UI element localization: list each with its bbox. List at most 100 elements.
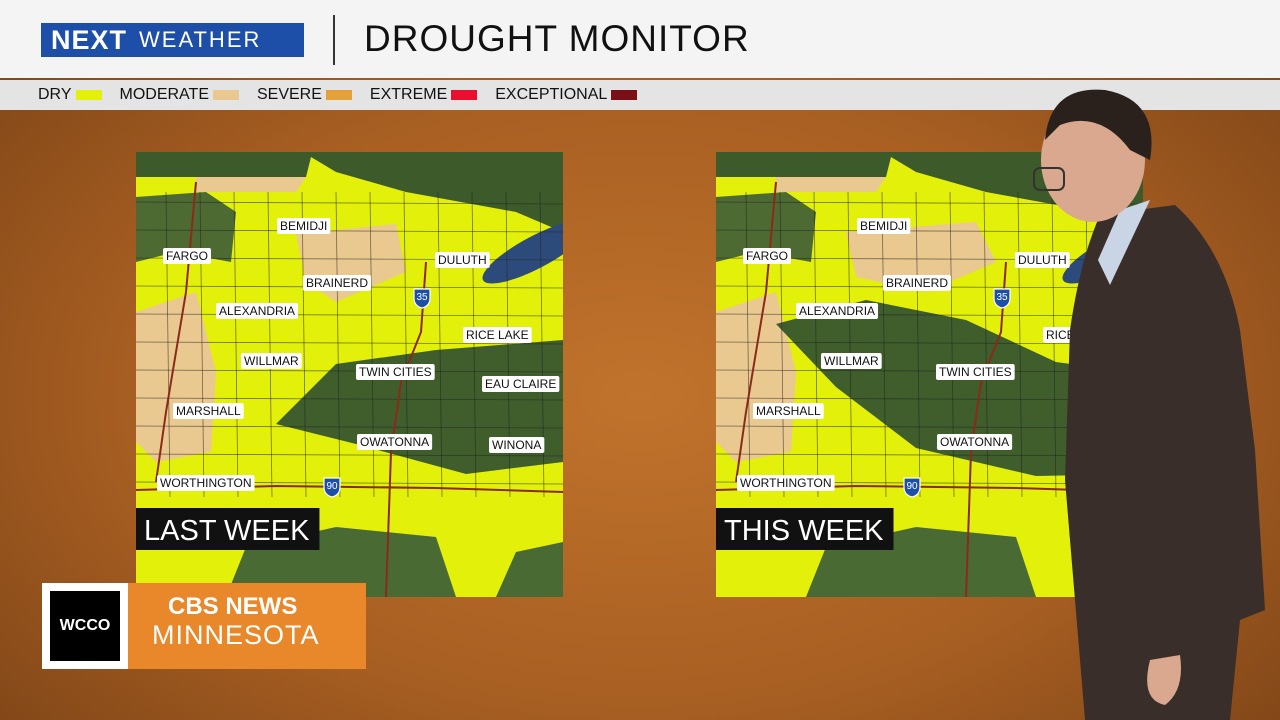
city-label: BEMIDJI: [280, 219, 327, 233]
city-label-bg: [435, 252, 490, 268]
city-label: BEMIDJI: [860, 219, 907, 233]
presenter-collar: [1098, 200, 1150, 285]
county-line: [136, 341, 563, 345]
city-label: BRAINERD: [306, 276, 368, 290]
highway: [965, 261, 1007, 597]
city-label-bg: [163, 248, 212, 264]
county-line: [779, 191, 785, 498]
county-line: [813, 191, 819, 498]
interstate-shield: [323, 477, 341, 498]
county-line: [136, 425, 563, 429]
city-label: MARSHALL: [756, 404, 821, 418]
region-name: MINNESOTA: [152, 620, 320, 650]
county-line: [881, 191, 887, 498]
legend-item: MODERATE: [120, 86, 239, 104]
city-label: ALEXANDRIA: [799, 304, 875, 318]
legend-swatch: [451, 90, 478, 100]
legend-label: SEVERE: [256, 86, 322, 103]
interstate-shield: [413, 288, 431, 309]
city-label: FARGO: [746, 249, 788, 263]
city-label: ALEXANDRIA: [219, 304, 295, 318]
presenter-hand: [1147, 655, 1181, 705]
city-label: DULUTH: [1018, 253, 1067, 267]
legend-swatch: [212, 90, 239, 100]
caption-bg: [136, 508, 320, 550]
legend-item: SEVERE: [257, 86, 352, 104]
city-label: OWATONNA: [940, 435, 1009, 449]
city-label-bg: [796, 303, 879, 319]
interstate-shield: [903, 477, 921, 498]
presenter-body: [1065, 205, 1265, 720]
county-line: [1051, 191, 1057, 498]
city-label-bg: [857, 218, 911, 234]
city-label-bg: [1015, 252, 1070, 268]
city-label-bg: [277, 218, 331, 234]
county-line: [716, 313, 1143, 317]
county-line: [437, 191, 443, 498]
legend-item: EXCEPTIONAL: [495, 86, 638, 104]
green-area: [716, 192, 816, 262]
city-label: BRAINERD: [886, 276, 948, 290]
city-label: TWIN CITIES: [359, 365, 432, 379]
legend-label: DRY: [38, 86, 72, 103]
county-line: [847, 191, 853, 498]
highway: [735, 181, 777, 483]
county-line: [136, 201, 563, 205]
city-label: WORTHINGTON: [160, 476, 252, 490]
city-label: RICE LAKE: [466, 328, 529, 342]
caption-bg: [716, 508, 894, 550]
separator: [333, 15, 335, 65]
city-label-bg: [937, 434, 1013, 450]
interstate-number: 35: [996, 292, 1008, 303]
county-line: [136, 369, 563, 373]
presenter-glasses: [1033, 167, 1065, 191]
legend-swatch: [75, 90, 102, 100]
city-label-bg: [241, 353, 302, 369]
station-logo: WCCO: [42, 583, 128, 669]
highway: [385, 261, 427, 597]
lake: [482, 220, 563, 284]
station-name: WCCO: [50, 591, 120, 661]
moderate-area: [776, 177, 886, 192]
highway: [155, 181, 197, 483]
city-label: OWATONNA: [360, 435, 429, 449]
moderate-area: [136, 292, 216, 462]
title: DROUGHT MONITOR: [364, 18, 750, 59]
green-area: [136, 192, 236, 262]
city-label-bg: [216, 303, 299, 319]
green-area: [496, 542, 563, 597]
city-label-bg: [489, 437, 545, 453]
brand-logo: NEXT WEATHER: [41, 23, 304, 57]
network-logo: CBS NEWS MINNESOTA: [128, 583, 366, 669]
interstate-shield: [993, 288, 1011, 309]
county-line: [1017, 191, 1023, 498]
county-line: [136, 229, 563, 233]
presenter: [1033, 89, 1265, 720]
city-label-bg: [737, 475, 835, 491]
map-caption: THIS WEEK: [724, 515, 884, 547]
county-line: [471, 191, 477, 498]
city-label-bg: [883, 275, 952, 291]
county-line: [136, 313, 563, 317]
city-label-bg: [303, 275, 372, 291]
city-label-bg: [357, 434, 433, 450]
green-swath: [776, 300, 1143, 476]
city-label-bg: [463, 327, 532, 343]
presenter-hair: [1045, 89, 1152, 160]
city-label-bg: [753, 403, 824, 419]
city-label: WILLMAR: [244, 354, 299, 368]
interstate-number: 90: [326, 481, 338, 492]
legend-item: EXTREME: [369, 86, 478, 104]
county-line: [915, 191, 921, 498]
brand-prefix: NEXT: [51, 24, 128, 55]
city-label: WILLMAR: [824, 354, 879, 368]
city-label-bg: [936, 364, 1015, 380]
legend-label: EXTREME: [369, 86, 448, 103]
city-label-bg: [821, 353, 882, 369]
city-label-bg: [743, 248, 792, 264]
county-line: [165, 191, 171, 498]
header-bar: NEXT WEATHER DROUGHT MONITOR: [0, 0, 1280, 78]
brand-suffix: WEATHER: [139, 27, 262, 52]
city-label: FARGO: [166, 249, 208, 263]
